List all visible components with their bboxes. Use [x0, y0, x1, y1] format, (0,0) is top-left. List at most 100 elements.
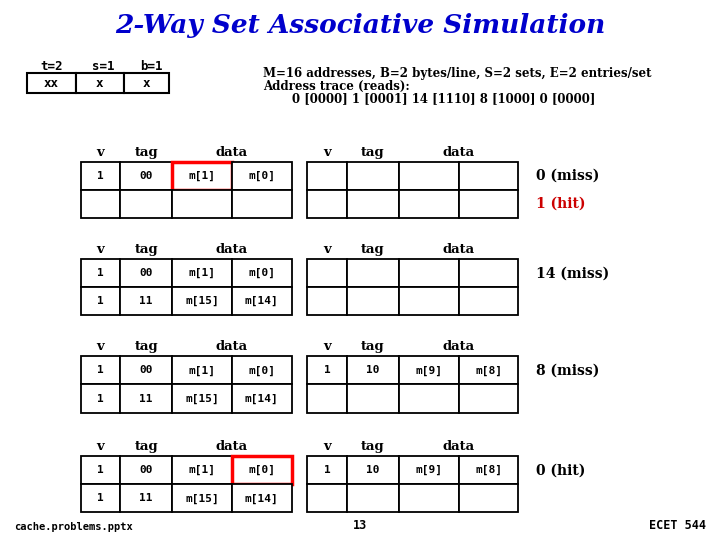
Bar [81, 162, 120, 190]
Bar [27, 73, 76, 93]
Bar [172, 162, 232, 190]
Text: tag: tag [135, 440, 158, 453]
Text: 14 (miss): 14 (miss) [536, 266, 610, 280]
Bar [307, 356, 347, 384]
Bar [172, 456, 232, 484]
Text: v: v [323, 146, 331, 159]
Text: data: data [443, 340, 474, 353]
Bar [459, 456, 518, 484]
Text: tag: tag [361, 146, 384, 159]
Text: v: v [323, 340, 331, 353]
Bar [399, 162, 459, 190]
Bar [459, 384, 518, 413]
Text: 8 (miss): 8 (miss) [536, 363, 600, 377]
Text: tag: tag [135, 243, 158, 256]
Text: v: v [96, 340, 104, 353]
Bar [81, 259, 120, 287]
Bar [347, 356, 399, 384]
Text: 1: 1 [324, 366, 330, 375]
Text: 1 (hit): 1 (hit) [536, 197, 586, 211]
Bar [399, 484, 459, 512]
Bar [172, 484, 232, 512]
Text: 0 [0000] 1 [0001] 14 [1110] 8 [1000] 0 [0000]: 0 [0000] 1 [0001] 14 [1110] 8 [1000] 0 [… [292, 92, 595, 105]
Bar [347, 162, 399, 190]
Bar [81, 356, 120, 384]
Text: data: data [216, 243, 248, 256]
Text: data: data [216, 340, 248, 353]
Text: m[0]: m[0] [248, 465, 275, 475]
Text: m[1]: m[1] [189, 465, 215, 475]
Text: m[14]: m[14] [245, 394, 279, 403]
Bar [232, 162, 292, 190]
Text: 0 (hit): 0 (hit) [536, 463, 586, 477]
Bar [172, 162, 232, 190]
Text: m[0]: m[0] [248, 171, 275, 181]
Text: ECET 544: ECET 544 [649, 519, 706, 532]
Bar [307, 456, 347, 484]
Text: tag: tag [361, 440, 384, 453]
Bar [399, 190, 459, 218]
Bar [120, 190, 172, 218]
Bar [120, 162, 172, 190]
Text: data: data [443, 243, 474, 256]
Text: m[1]: m[1] [189, 366, 215, 375]
Text: v: v [96, 440, 104, 453]
Text: tag: tag [135, 340, 158, 353]
Bar [81, 190, 120, 218]
Text: 2-Way Set Associative Simulation: 2-Way Set Associative Simulation [115, 14, 605, 38]
Text: 1: 1 [97, 465, 104, 475]
Text: 10: 10 [366, 465, 379, 475]
Text: cache.problems.pptx: cache.problems.pptx [14, 522, 133, 532]
Text: x: x [143, 77, 150, 90]
Bar [172, 384, 232, 413]
Bar [81, 287, 120, 315]
Text: 00: 00 [140, 268, 153, 278]
Text: data: data [443, 146, 474, 159]
Text: b=1: b=1 [140, 60, 163, 73]
Bar [347, 287, 399, 315]
Bar [399, 456, 459, 484]
Text: v: v [96, 146, 104, 159]
Bar [347, 259, 399, 287]
Text: 1: 1 [97, 494, 104, 503]
Text: m[14]: m[14] [245, 494, 279, 503]
Bar [347, 456, 399, 484]
Text: tag: tag [361, 340, 384, 353]
Text: x: x [96, 77, 104, 90]
Text: 1: 1 [97, 296, 104, 306]
Text: 1: 1 [324, 465, 330, 475]
Bar [124, 73, 169, 93]
Text: m[1]: m[1] [189, 171, 215, 181]
Text: m[1]: m[1] [189, 268, 215, 278]
Text: m[9]: m[9] [415, 366, 442, 375]
Text: m[15]: m[15] [185, 296, 219, 306]
Text: 1: 1 [97, 366, 104, 375]
Text: data: data [216, 440, 248, 453]
Text: 1: 1 [97, 394, 104, 403]
Bar [120, 287, 172, 315]
Text: s=1: s=1 [91, 60, 114, 73]
Bar [399, 356, 459, 384]
Bar [459, 484, 518, 512]
Bar [120, 484, 172, 512]
Text: 10: 10 [366, 366, 379, 375]
Text: m[15]: m[15] [185, 494, 219, 503]
Text: m[14]: m[14] [245, 296, 279, 306]
Bar [81, 384, 120, 413]
Text: 0 (miss): 0 (miss) [536, 169, 600, 183]
Text: Address trace (reads):: Address trace (reads): [263, 80, 410, 93]
Bar [347, 384, 399, 413]
Bar [399, 384, 459, 413]
Text: 00: 00 [140, 465, 153, 475]
Bar [120, 356, 172, 384]
Bar [232, 456, 292, 484]
Bar [459, 190, 518, 218]
Text: m[8]: m[8] [475, 366, 502, 375]
Bar [459, 356, 518, 384]
Text: 00: 00 [140, 366, 153, 375]
Text: 1: 1 [97, 268, 104, 278]
Bar [307, 190, 347, 218]
Text: m[9]: m[9] [415, 465, 442, 475]
Text: 11: 11 [140, 296, 153, 306]
Text: 11: 11 [140, 394, 153, 403]
